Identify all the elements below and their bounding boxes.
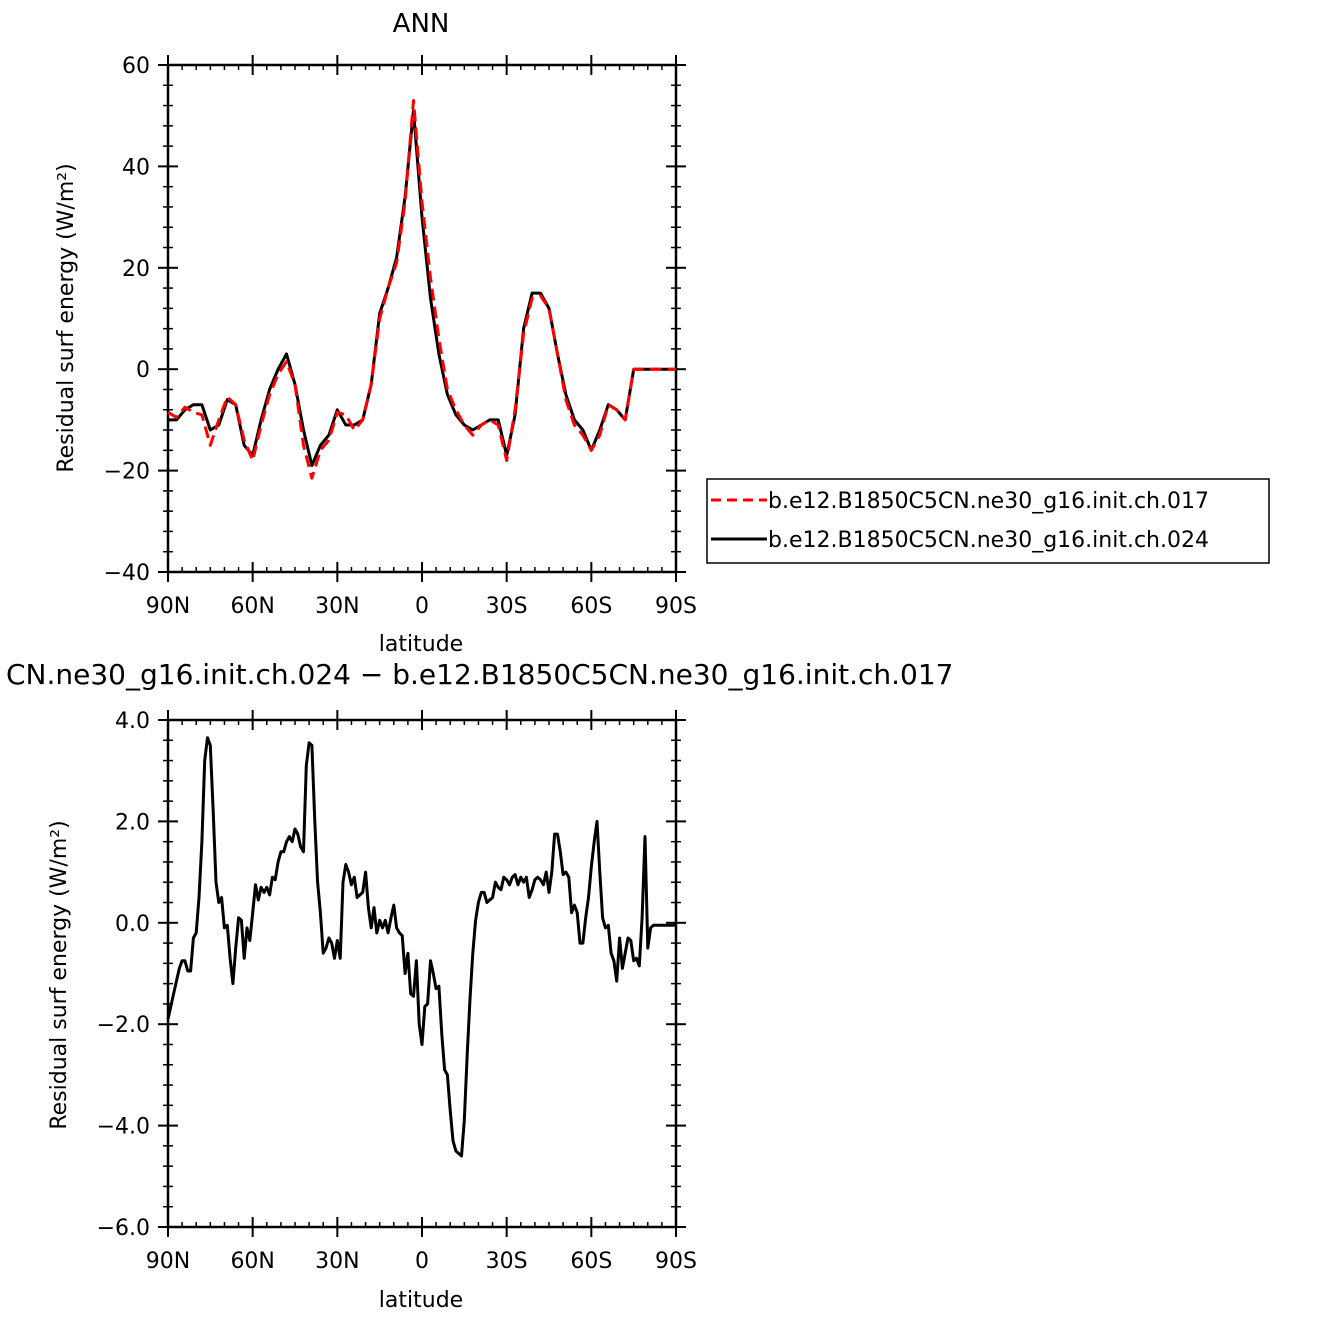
x-tick-label: 0 xyxy=(415,594,429,619)
y-tick-label: −40 xyxy=(104,561,150,586)
y-tick-label: −4.0 xyxy=(97,1115,150,1140)
top-ticks: 90N 60N 30N 0 30S 60S 90S 60 40 20 0 −20 −40 xyxy=(104,54,697,619)
y-tick-label: −20 xyxy=(104,460,150,485)
y-tick-label: 20 xyxy=(122,257,150,282)
top-panel: ANN 90N 60N 30N 0 30S 60S 90S 60 40 20 0 −20 −40 lat… xyxy=(54,9,697,657)
series-line-difference xyxy=(166,736,676,1158)
top-plot-frame xyxy=(166,63,678,574)
bottom-series-lines xyxy=(166,736,676,1158)
x-tick-label: 60S xyxy=(570,1249,612,1274)
bottom-y-axis-label: Residual surf energy (W/m²) xyxy=(47,820,72,1129)
bottom-ticks: 90N 60N 30N 0 30S 60S 90S 4.0 2.0 0.0 −2.0 −4.0 −6.0 xyxy=(97,709,697,1274)
bottom-plot-frame xyxy=(166,718,678,1229)
top-chart-title: ANN xyxy=(393,9,450,39)
y-tick-label: 0 xyxy=(136,358,150,383)
x-tick-label: 60N xyxy=(230,1249,274,1274)
top-x-axis-label: latitude xyxy=(379,632,463,657)
x-tick-label: 90N xyxy=(146,1249,190,1274)
x-tick-label: 0 xyxy=(415,1249,429,1274)
y-tick-label: 60 xyxy=(122,54,150,79)
x-tick-label: 30S xyxy=(486,594,528,619)
series-line-024 xyxy=(168,109,676,467)
x-tick-label: 90S xyxy=(655,594,697,619)
top-series-lines xyxy=(167,99,676,480)
x-tick-label: 30N xyxy=(315,594,359,619)
x-tick-label: 60S xyxy=(570,594,612,619)
series-line-017 xyxy=(167,99,676,480)
y-tick-label: 40 xyxy=(122,155,150,180)
x-tick-label: 90N xyxy=(146,594,190,619)
y-tick-label: 4.0 xyxy=(115,709,150,734)
y-tick-label: 2.0 xyxy=(115,810,150,835)
bottom-x-axis-label: latitude xyxy=(379,1288,463,1313)
legend-label-024: b.e12.B1850C5CN.ne30_g16.init.ch.024 xyxy=(768,528,1209,553)
x-tick-label: 30N xyxy=(315,1249,359,1274)
top-y-axis-label: Residual surf energy (W/m²) xyxy=(54,163,79,472)
bottom-panel: CN.ne30_g16.init.ch.024 − b.e12.B1850C5C… xyxy=(6,658,953,1313)
y-tick-label: 0.0 xyxy=(115,912,150,937)
legend: b.e12.B1850C5CN.ne30_g16.init.ch.017 b.e… xyxy=(706,478,1270,564)
bottom-chart-title: CN.ne30_g16.init.ch.024 − b.e12.B1850C5C… xyxy=(6,658,953,691)
x-tick-label: 90S xyxy=(655,1249,697,1274)
y-tick-label: −6.0 xyxy=(97,1216,150,1241)
x-tick-label: 30S xyxy=(486,1249,528,1274)
x-tick-label: 60N xyxy=(230,594,274,619)
legend-box xyxy=(706,478,1270,564)
legend-label-017: b.e12.B1850C5CN.ne30_g16.init.ch.017 xyxy=(768,489,1209,514)
y-tick-label: −2.0 xyxy=(97,1013,150,1038)
